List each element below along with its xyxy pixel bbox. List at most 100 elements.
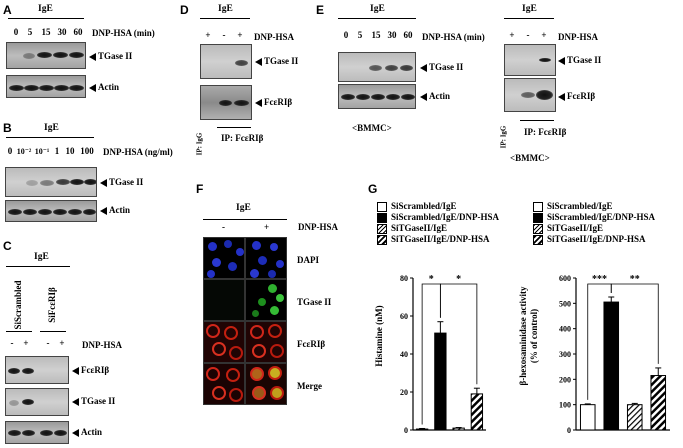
c-col-sifceri: SiFcεRIβ xyxy=(47,287,57,323)
y-tick-label: 100 xyxy=(559,401,571,410)
legend-swatch-r2 xyxy=(533,212,543,223)
a-blot-actin xyxy=(6,75,86,98)
e-time-labels: 0 5 15 30 60 xyxy=(343,30,413,40)
y-tick-label: 400 xyxy=(559,325,571,334)
c-stim-label: DNP-HSA xyxy=(82,340,122,350)
c-signs: - + - + xyxy=(10,338,65,348)
f-dapi-minus xyxy=(203,237,245,279)
legend-swatch-2 xyxy=(377,212,387,223)
f-treatment-line xyxy=(203,219,287,220)
significance-mark: *** xyxy=(592,274,607,285)
d-treatment-line xyxy=(200,18,250,19)
d-blot-fceri xyxy=(200,85,252,120)
y-tick-label: 40 xyxy=(400,350,408,359)
e2-ip-igg-label: IP: IgG xyxy=(499,125,508,149)
d-ip-igg-label: IP: IgG xyxy=(195,132,204,156)
b-treatment: IgE xyxy=(44,123,59,133)
e2-ip-label: IP: FcεRIβ xyxy=(524,127,567,137)
d-signs: + - + xyxy=(205,30,243,40)
f-row-dapi: DAPI xyxy=(297,255,319,265)
legend-swatch-r3 xyxy=(533,223,543,234)
c-blot-fceri xyxy=(5,356,69,384)
significance-mark: * xyxy=(429,274,434,285)
f-tgase-minus xyxy=(203,279,245,321)
a-blot-tgase xyxy=(6,42,86,69)
y-tick-label: 500 xyxy=(559,299,571,308)
f-row-tgase: TGase II xyxy=(297,297,332,307)
c-blot-tgase xyxy=(5,388,69,416)
f-tgase-plus xyxy=(245,279,287,321)
a-tgase-label: TGase II xyxy=(89,51,132,61)
e-stim-label: DNP-HSA (min) xyxy=(422,32,485,42)
panel-f-label: F xyxy=(196,182,204,196)
c-tgase-label: TGase II xyxy=(72,396,115,406)
c-treatment: IgE xyxy=(34,252,49,262)
b-treatment-line xyxy=(6,137,94,138)
y-tick-label: 200 xyxy=(559,375,571,384)
significance-mark: * xyxy=(456,274,461,285)
bar xyxy=(626,404,643,431)
b-blot-actin xyxy=(5,200,97,222)
bar xyxy=(415,428,429,431)
d-treatment: IgE xyxy=(218,4,233,14)
bar xyxy=(434,332,447,431)
a-stim-label: DNP-HSA (min) xyxy=(92,28,155,38)
e2-treatment: IgE xyxy=(522,4,537,14)
f-merge-plus xyxy=(245,363,287,405)
bar xyxy=(470,393,484,431)
d-stim-label: DNP-HSA xyxy=(254,32,294,42)
legend-swatch-4 xyxy=(377,234,387,245)
bar xyxy=(452,427,465,431)
f-treatment: IgE xyxy=(236,203,251,213)
panel-d-label: D xyxy=(180,3,189,17)
b-blot-tgase xyxy=(5,167,97,197)
c-fceri-label: FcεRIβ xyxy=(72,365,109,375)
legend-swatch-r4 xyxy=(533,234,543,245)
bar xyxy=(579,404,596,431)
panel-e-label: E xyxy=(316,3,325,17)
c-col-siscrambled: SiScrambled xyxy=(13,280,23,330)
significance-bracket xyxy=(610,283,659,364)
panel-a-label: A xyxy=(3,3,12,17)
e-actin-label: Actin xyxy=(420,91,450,101)
e2-fceri-label: FcεRIβ xyxy=(558,91,595,101)
d-ip-label: IP: FcεRIβ xyxy=(221,133,264,143)
panel-g-label: G xyxy=(368,182,378,196)
e-treatment: IgE xyxy=(370,4,385,14)
f-row-merge: Merge xyxy=(297,381,322,391)
b-actin-label: Actin xyxy=(100,205,130,215)
y-tick-label: 0 xyxy=(404,426,408,435)
y-tick-label: 80 xyxy=(400,274,408,283)
e2-treatment-line xyxy=(504,18,554,19)
hexo-ylabel-1: β-hexosaminidase activity xyxy=(518,286,528,385)
d-blot-tgase xyxy=(200,44,252,79)
f-row-fceri: FcεRIβ xyxy=(297,339,326,349)
c-col-line-2 xyxy=(40,331,66,332)
e-blot-actin xyxy=(338,84,416,109)
f-dapi-plus xyxy=(245,237,287,279)
legend-swatch-3 xyxy=(377,223,387,234)
g-chart-histamine: 0 20 40 60 80 * * Histamine (nM) xyxy=(374,274,486,435)
y-tick-label: 300 xyxy=(559,350,571,359)
e-cell-label: <BMMC> xyxy=(352,123,392,133)
e2-ip-line xyxy=(520,120,554,121)
d-ip-line xyxy=(217,127,251,128)
c-blot-actin xyxy=(5,421,69,444)
legend-swatch-r1 xyxy=(533,201,543,212)
f-sign-plus: + xyxy=(264,222,270,232)
bar xyxy=(650,375,667,431)
bar xyxy=(603,301,620,431)
y-tick-label: 20 xyxy=(400,388,408,397)
a-treatment: IgE xyxy=(38,4,53,14)
f-sign-minus: - xyxy=(222,222,225,232)
e2-blot-tgase xyxy=(504,44,556,76)
e-tgase-label: TGase II xyxy=(420,62,463,72)
a-time-labels: 0 5 15 30 60 xyxy=(13,27,83,37)
d-tgase-label: TGase II xyxy=(255,56,298,66)
panel-c-label: C xyxy=(3,239,12,253)
e2-stim-label: DNP-HSA xyxy=(558,32,598,42)
y-tick-label: 60 xyxy=(400,312,408,321)
y-tick-label: 600 xyxy=(559,274,571,283)
a-actin-label: Actin xyxy=(89,82,119,92)
